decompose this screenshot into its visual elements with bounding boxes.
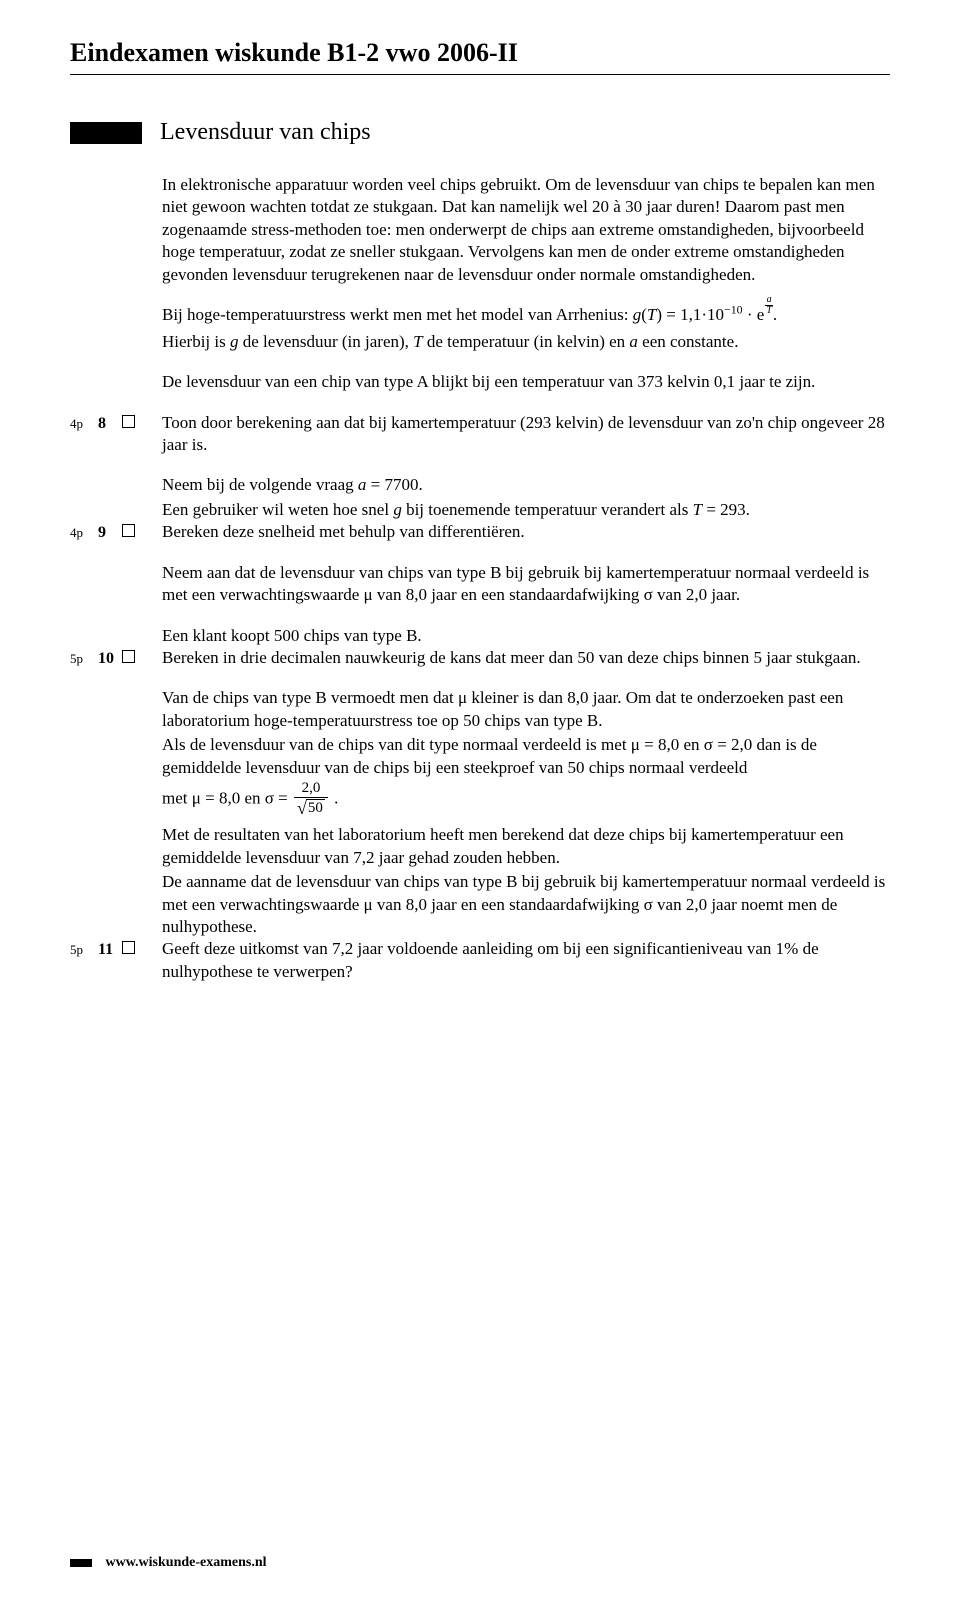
page-footer: www.wiskunde-examens.nl (70, 1555, 267, 1571)
intro-p3d: een constante. (638, 332, 739, 351)
post10-p3b: . (334, 789, 338, 808)
post10-p5: De aanname dat de levensduur van chips v… (162, 871, 890, 938)
post10-p3a: met μ = 8,0 en σ = (162, 789, 292, 808)
footer-marker (70, 1559, 92, 1567)
post10-sqrt: √ 50 (297, 799, 325, 817)
q8-text: Toon door berekening aan dat bij kamerte… (162, 412, 890, 457)
section-header: Levensduur van chips (70, 119, 890, 146)
q9-text: Bereken deze snelheid met behulp van dif… (162, 521, 890, 543)
intro-exp-T: T (765, 305, 773, 316)
exam-title: Eindexamen wiskunde B1-2 vwo 2006-II (70, 38, 890, 68)
intro-block: In elektronische apparatuur worden veel … (162, 174, 890, 394)
intro-p2-end: . (773, 305, 777, 324)
post9-p: Neem aan dat de levensduur van chips van… (162, 562, 890, 607)
post10-frac-num: 2,0 (294, 781, 328, 797)
intro-p4: De levensduur van een chip van type A bl… (162, 371, 890, 393)
intro-exp-a: a (765, 295, 773, 305)
question-8: 4p 8 Toon door berekening aan dat bij ka… (70, 412, 890, 457)
intro-p3-a: a (629, 332, 638, 351)
post10-frac-den: √ 50 (294, 797, 328, 818)
question-10: 5p 10 Bereken in drie decimalen nauwkeur… (70, 647, 890, 669)
q8-meta: 4p 8 (70, 412, 162, 433)
post10-frac: 2,0 √ 50 (294, 781, 328, 818)
intro-exp: −10 (724, 303, 743, 317)
intro-T: T (647, 305, 656, 324)
intro-p2: Bij hoge-temperatuurstress werkt men met… (162, 304, 890, 326)
intro-p3b: de levensduur (in jaren), (239, 332, 414, 351)
post10-p1: Van de chips van type B vermoedt men dat… (162, 687, 890, 732)
question-11: 5p 11 Geeft deze uitkomst van 7,2 jaar v… (70, 938, 890, 983)
post-q9-block: Neem aan dat de levensduur van chips van… (162, 562, 890, 607)
q11-meta: 5p 11 (70, 938, 162, 959)
section-title: Levensduur van chips (160, 119, 371, 146)
post10-p4: Met de resultaten van het laboratorium h… (162, 824, 890, 869)
intro-g: g (633, 305, 642, 324)
pre9-l2: Een gebruiker wil weten hoe snel g bij t… (162, 499, 890, 521)
q9-meta: 4p 9 (70, 521, 162, 542)
intro-eq-rest: ) = 1,1·10 (656, 305, 724, 324)
q11-number: 11 (98, 941, 122, 959)
pre9-l2b: bij toenemende temperatuur verandert als (402, 500, 693, 519)
intro-p3a: Hierbij is (162, 332, 230, 351)
pre10-p: Een klant koopt 500 chips van type B. (162, 625, 890, 647)
pre9-g: g (393, 500, 402, 519)
intro-p3-g: g (230, 332, 239, 351)
footer-url: www.wiskunde-examens.nl (106, 1555, 267, 1570)
q11-points: 5p (70, 942, 98, 958)
pre9-l1: Neem bij de volgende vraag a = 7700. (162, 474, 890, 496)
header-divider (70, 74, 890, 75)
post-q10-block: Van de chips van type B vermoedt men dat… (162, 687, 890, 938)
post10-p3: met μ = 8,0 en σ = 2,0 √ 50 . (162, 781, 890, 818)
q9-points: 4p (70, 525, 98, 541)
intro-dot-e: · e (743, 305, 765, 324)
q8-number: 8 (98, 415, 122, 433)
pre9-l2c: = 293. (702, 500, 750, 519)
pre9-l1b: = 7700. (366, 475, 422, 494)
intro-p1: In elektronische apparatuur worden veel … (162, 174, 890, 286)
intro-p2-text: Bij hoge-temperatuurstress werkt men met… (162, 305, 633, 324)
q10-points: 5p (70, 651, 98, 667)
pre9-l2a: Een gebruiker wil weten hoe snel (162, 500, 393, 519)
question-9: 4p 9 Bereken deze snelheid met behulp va… (70, 521, 890, 543)
q10-meta: 5p 10 (70, 647, 162, 668)
q8-points: 4p (70, 416, 98, 432)
intro-p3-T: T (413, 332, 422, 351)
exam-page: Eindexamen wiskunde B1-2 vwo 2006-II Lev… (0, 0, 960, 1601)
intro-p3: Hierbij is g de levensduur (in jaren), T… (162, 331, 890, 353)
intro-exp-frac: aT (765, 295, 773, 316)
q10-number: 10 (98, 650, 122, 668)
q9-number: 9 (98, 524, 122, 542)
post10-p2: Als de levensduur van de chips van dit t… (162, 734, 890, 779)
q11-text: Geeft deze uitkomst van 7,2 jaar voldoen… (162, 938, 890, 983)
intro-p3c: de temperatuur (in kelvin) en (423, 332, 630, 351)
q9-checkbox (122, 524, 135, 537)
post10-sqrt-val: 50 (306, 799, 325, 817)
q11-checkbox (122, 941, 135, 954)
q8-checkbox (122, 415, 135, 428)
section-marker (70, 122, 142, 144)
pre-q9-block: Neem bij de volgende vraag a = 7700. Een… (162, 474, 890, 521)
pre9-l1a: Neem bij de volgende vraag (162, 475, 358, 494)
pre-q10-block: Een klant koopt 500 chips van type B. (162, 625, 890, 647)
q10-checkbox (122, 650, 135, 663)
pre9-T: T (693, 500, 702, 519)
q10-text: Bereken in drie decimalen nauwkeurig de … (162, 647, 890, 669)
